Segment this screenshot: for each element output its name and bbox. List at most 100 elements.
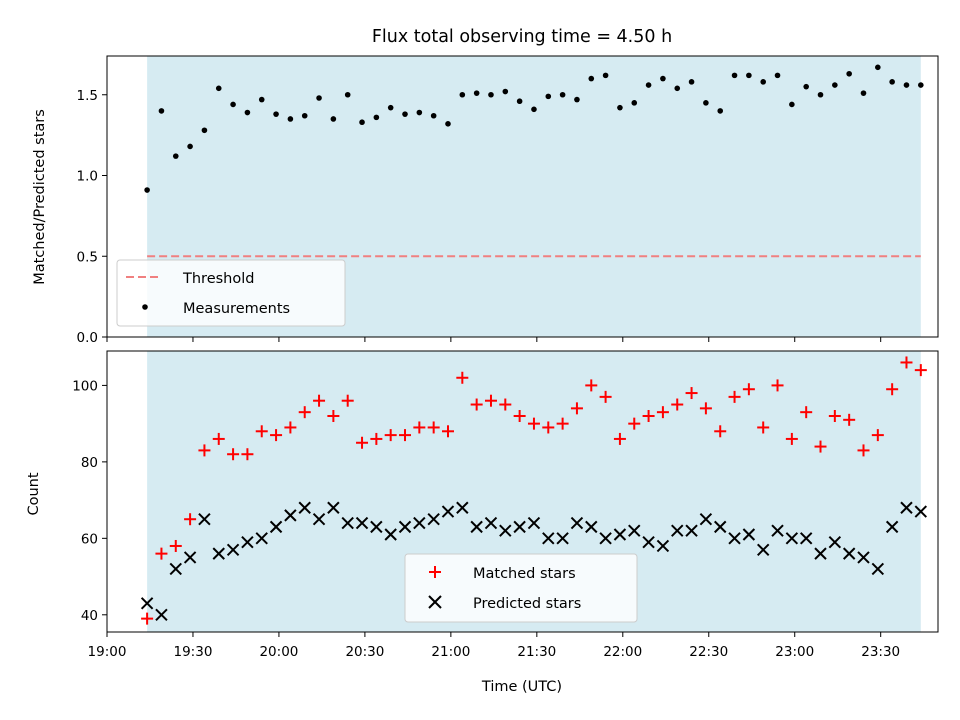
measurement-point bbox=[187, 143, 193, 150]
matched-stars-points bbox=[141, 356, 927, 625]
top-y-axis-label: Matched/Predicted stars bbox=[32, 109, 48, 285]
measurement-point bbox=[301, 112, 308, 119]
measurement-point bbox=[373, 114, 380, 121]
chart-title: Flux total observing time = 4.50 h bbox=[372, 27, 672, 47]
measurement-point bbox=[545, 93, 552, 100]
matched-star-point bbox=[857, 444, 870, 457]
predicted-star-point bbox=[499, 524, 512, 537]
measurement-point bbox=[688, 79, 695, 85]
predicted-star-point bbox=[785, 532, 799, 545]
matched-star-point bbox=[155, 547, 168, 560]
matched-star-point bbox=[212, 432, 225, 445]
legend-predicted-swatch bbox=[428, 595, 442, 609]
x-tick-label: 21:30 bbox=[517, 644, 556, 660]
measurement-point bbox=[903, 82, 910, 88]
matched-star-point bbox=[198, 444, 211, 457]
measurement-point bbox=[531, 106, 537, 113]
x-tick-label: 21:00 bbox=[431, 644, 470, 660]
predicted-star-point bbox=[828, 535, 842, 549]
matched-star-point bbox=[470, 398, 483, 411]
predicted-star-point bbox=[799, 532, 813, 545]
measurement-point bbox=[287, 116, 294, 122]
predicted-star-point bbox=[327, 501, 340, 514]
matched-star-point bbox=[800, 406, 813, 419]
matched-star-point bbox=[399, 429, 412, 442]
predicted-star-point bbox=[613, 528, 627, 541]
predicted-star-point bbox=[699, 513, 713, 526]
top-x-tick-marks bbox=[106, 337, 882, 342]
matched-star-point bbox=[900, 356, 913, 369]
bottom-y-axis-label: Count bbox=[26, 472, 42, 515]
x-tick-label: 22:00 bbox=[603, 644, 642, 660]
matched-star-point bbox=[284, 421, 297, 434]
predicted-stars-points bbox=[140, 501, 928, 622]
legend-measurements-label: Measurements bbox=[183, 301, 290, 317]
matched-star-point bbox=[384, 429, 397, 442]
bottom-panel: 40 60 80 100 19:00 19:30 20:00 20:30 21:00 21:30… bbox=[26, 350, 939, 695]
predicted-star-point bbox=[312, 513, 326, 526]
top-legend: Threshold Measurements bbox=[116, 259, 346, 327]
predicted-star-point bbox=[885, 520, 899, 534]
predicted-star-point bbox=[857, 551, 870, 564]
predicted-star-point bbox=[656, 539, 670, 553]
matched-star-point bbox=[728, 390, 741, 403]
measurement-point bbox=[617, 104, 623, 111]
predicted-star-point bbox=[341, 516, 354, 530]
predicted-star-point bbox=[728, 532, 741, 545]
matched-star-point bbox=[556, 417, 569, 430]
measurement-point bbox=[330, 116, 337, 122]
measurement-point bbox=[817, 91, 824, 98]
predicted-star-point bbox=[527, 516, 541, 530]
predicted-star-point bbox=[355, 516, 369, 530]
y-tick-label: 1.0 bbox=[77, 169, 98, 185]
matched-star-point bbox=[527, 417, 540, 430]
measurement-point bbox=[731, 72, 738, 79]
legend-measurements-swatch bbox=[142, 304, 148, 310]
measurement-point bbox=[674, 85, 681, 92]
matched-star-point bbox=[341, 394, 354, 407]
y-tick-label: 100 bbox=[72, 378, 98, 394]
measurement-point bbox=[344, 91, 351, 98]
predicted-star-point bbox=[756, 543, 770, 557]
measurement-point bbox=[416, 109, 423, 116]
predicted-star-point bbox=[255, 532, 268, 545]
matched-star-point bbox=[542, 421, 555, 434]
predicted-star-point bbox=[140, 597, 154, 610]
y-tick-label: 60 bbox=[81, 531, 98, 547]
predicted-star-point bbox=[226, 543, 240, 557]
measurement-point bbox=[430, 112, 437, 119]
measurement-point bbox=[602, 72, 609, 79]
bottom-axes-frame bbox=[106, 350, 939, 633]
measurement-point bbox=[574, 96, 580, 103]
matched-star-point bbox=[599, 390, 612, 403]
measurement-point bbox=[445, 121, 451, 127]
predicted-star-point bbox=[484, 516, 498, 530]
predicted-star-point bbox=[714, 520, 727, 534]
x-tick-label: 20:00 bbox=[259, 644, 298, 660]
measurement-point bbox=[230, 101, 236, 108]
matched-star-point bbox=[456, 371, 469, 384]
measurement-point bbox=[631, 100, 638, 106]
matched-star-point bbox=[757, 421, 770, 434]
predicted-star-point bbox=[642, 535, 655, 549]
matched-star-point bbox=[141, 612, 154, 625]
x-tick-label: 19:30 bbox=[174, 644, 213, 660]
predicted-star-point bbox=[370, 520, 383, 534]
matched-star-point bbox=[327, 409, 340, 422]
predicted-star-point bbox=[427, 513, 440, 526]
predicted-star-point bbox=[671, 524, 684, 537]
measurement-point bbox=[402, 111, 408, 117]
measurement-point bbox=[488, 91, 494, 98]
matched-star-point bbox=[513, 409, 526, 422]
measurement-point bbox=[918, 82, 924, 88]
measurement-point bbox=[359, 119, 365, 126]
predicted-star-point bbox=[298, 501, 311, 514]
predicted-star-point bbox=[198, 513, 211, 526]
matched-star-point bbox=[499, 398, 512, 411]
matched-star-point bbox=[427, 421, 440, 434]
y-tick-label: 1.5 bbox=[77, 88, 98, 104]
predicted-star-point bbox=[269, 520, 283, 534]
measurement-point bbox=[387, 104, 394, 111]
predicted-star-point bbox=[513, 520, 526, 534]
predicted-star-point bbox=[628, 524, 641, 537]
